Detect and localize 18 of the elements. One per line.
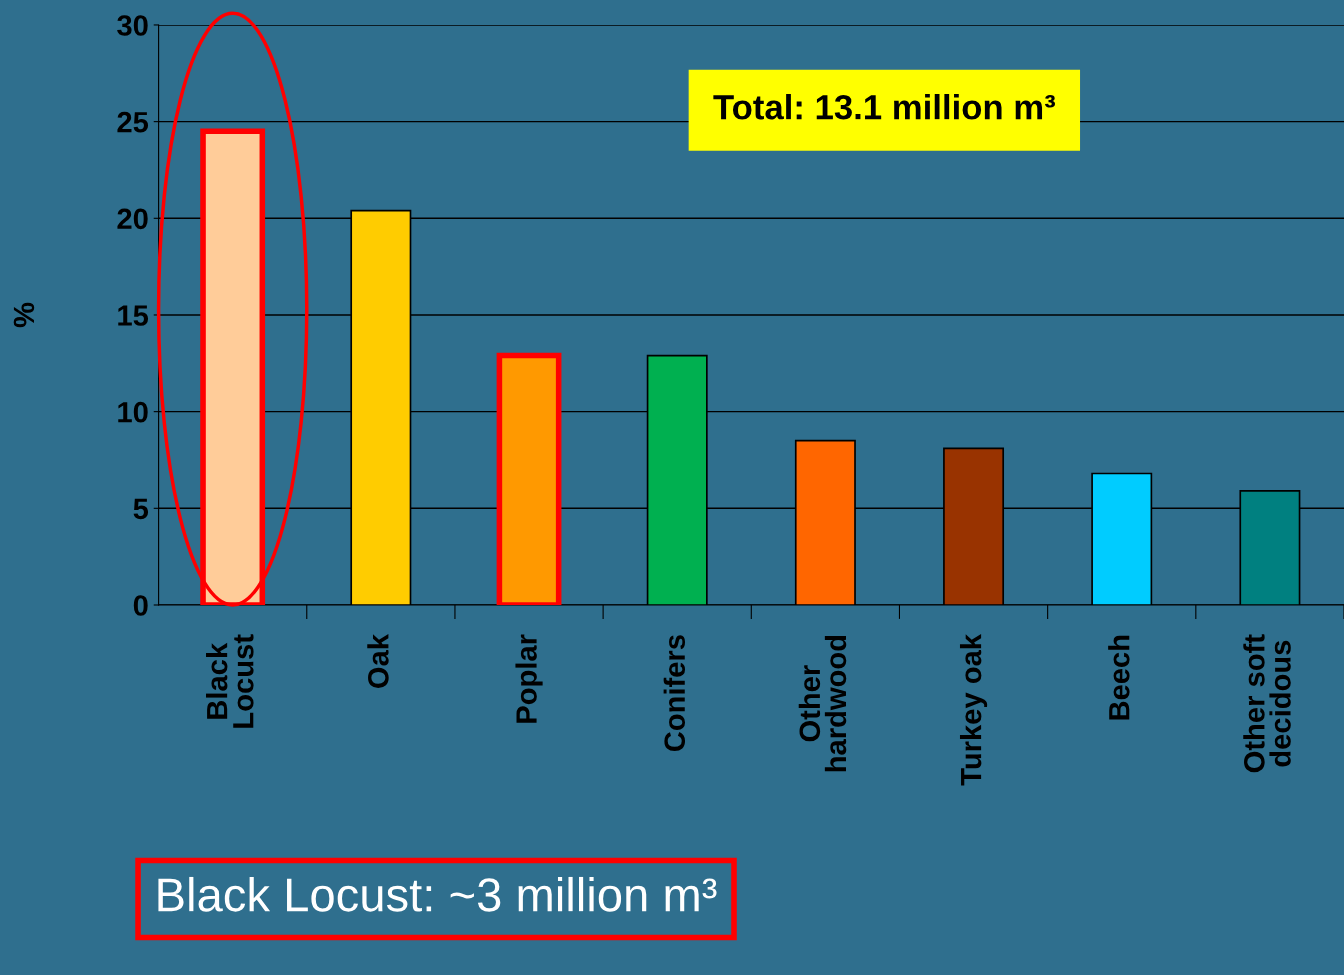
x-tick-label: Beech <box>1108 635 1130 720</box>
x-tick-label: Oak <box>367 633 389 688</box>
y-tick-label: 10 <box>118 401 148 423</box>
y-tick-label: 15 <box>118 305 149 326</box>
text: Black Locust: ~3 million m³ <box>158 876 717 912</box>
x-tick-label: Poplar <box>515 634 543 723</box>
y-tick-label: 30 <box>117 15 148 36</box>
y-tick-label: 25 <box>117 111 149 133</box>
x-tick-label: Other hardwood <box>798 635 847 772</box>
x-tick-label: Black Locust <box>206 634 254 728</box>
y-axis-title: % <box>13 302 35 328</box>
x-tick-label: Turkey oak <box>959 633 988 786</box>
annotation: Total: 13.1 million m³ <box>713 93 1056 120</box>
y-tick-label: 0 <box>133 595 148 616</box>
x-tick-label: Other soft decidous <box>1243 634 1291 773</box>
x-tick-label: Conifers <box>663 635 686 752</box>
y-tick-label: 20 <box>117 208 148 230</box>
y-tick-label: 5 <box>133 498 149 520</box>
